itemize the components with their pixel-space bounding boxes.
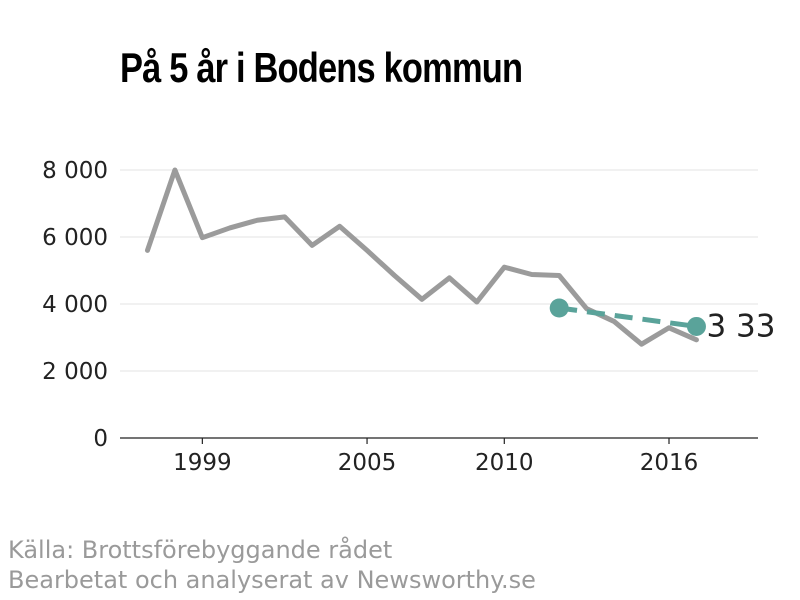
x-tick-label: 2016 — [640, 450, 699, 476]
end-value-label: 3 33 — [706, 308, 775, 344]
series-line-total — [144, 167, 699, 347]
x-axis-labels: 1999 2005 2010 2016 — [173, 450, 698, 476]
x-tick-label: 2010 — [475, 450, 534, 476]
source-line-1: Källa: Brottsförebyggande rådet — [8, 536, 393, 564]
chart-title: På 5 år i Bodens kommun — [120, 44, 523, 91]
y-axis-labels: 0 2 000 4 000 6 000 8 000 — [42, 158, 108, 452]
x-tick-label: 2005 — [338, 450, 397, 476]
y-tick-label: 2 000 — [42, 359, 108, 385]
source-line-2: Bearbetat och analyserat av Newsworthy.s… — [8, 566, 536, 594]
y-tick-label: 6 000 — [42, 225, 108, 251]
series-line-trend — [558, 305, 697, 329]
series-lines — [144, 167, 699, 347]
x-tick-label: 1999 — [173, 450, 232, 476]
gridlines — [120, 169, 758, 372]
y-tick-label: 0 — [93, 426, 108, 452]
y-tick-label: 8 000 — [42, 158, 108, 184]
x-axis — [120, 437, 758, 444]
y-tick-label: 4 000 — [42, 292, 108, 318]
trend-markers — [549, 298, 706, 336]
trend-point — [549, 298, 569, 318]
end-value-label-group: 3 33 — [706, 308, 775, 344]
trend-point — [686, 316, 706, 336]
